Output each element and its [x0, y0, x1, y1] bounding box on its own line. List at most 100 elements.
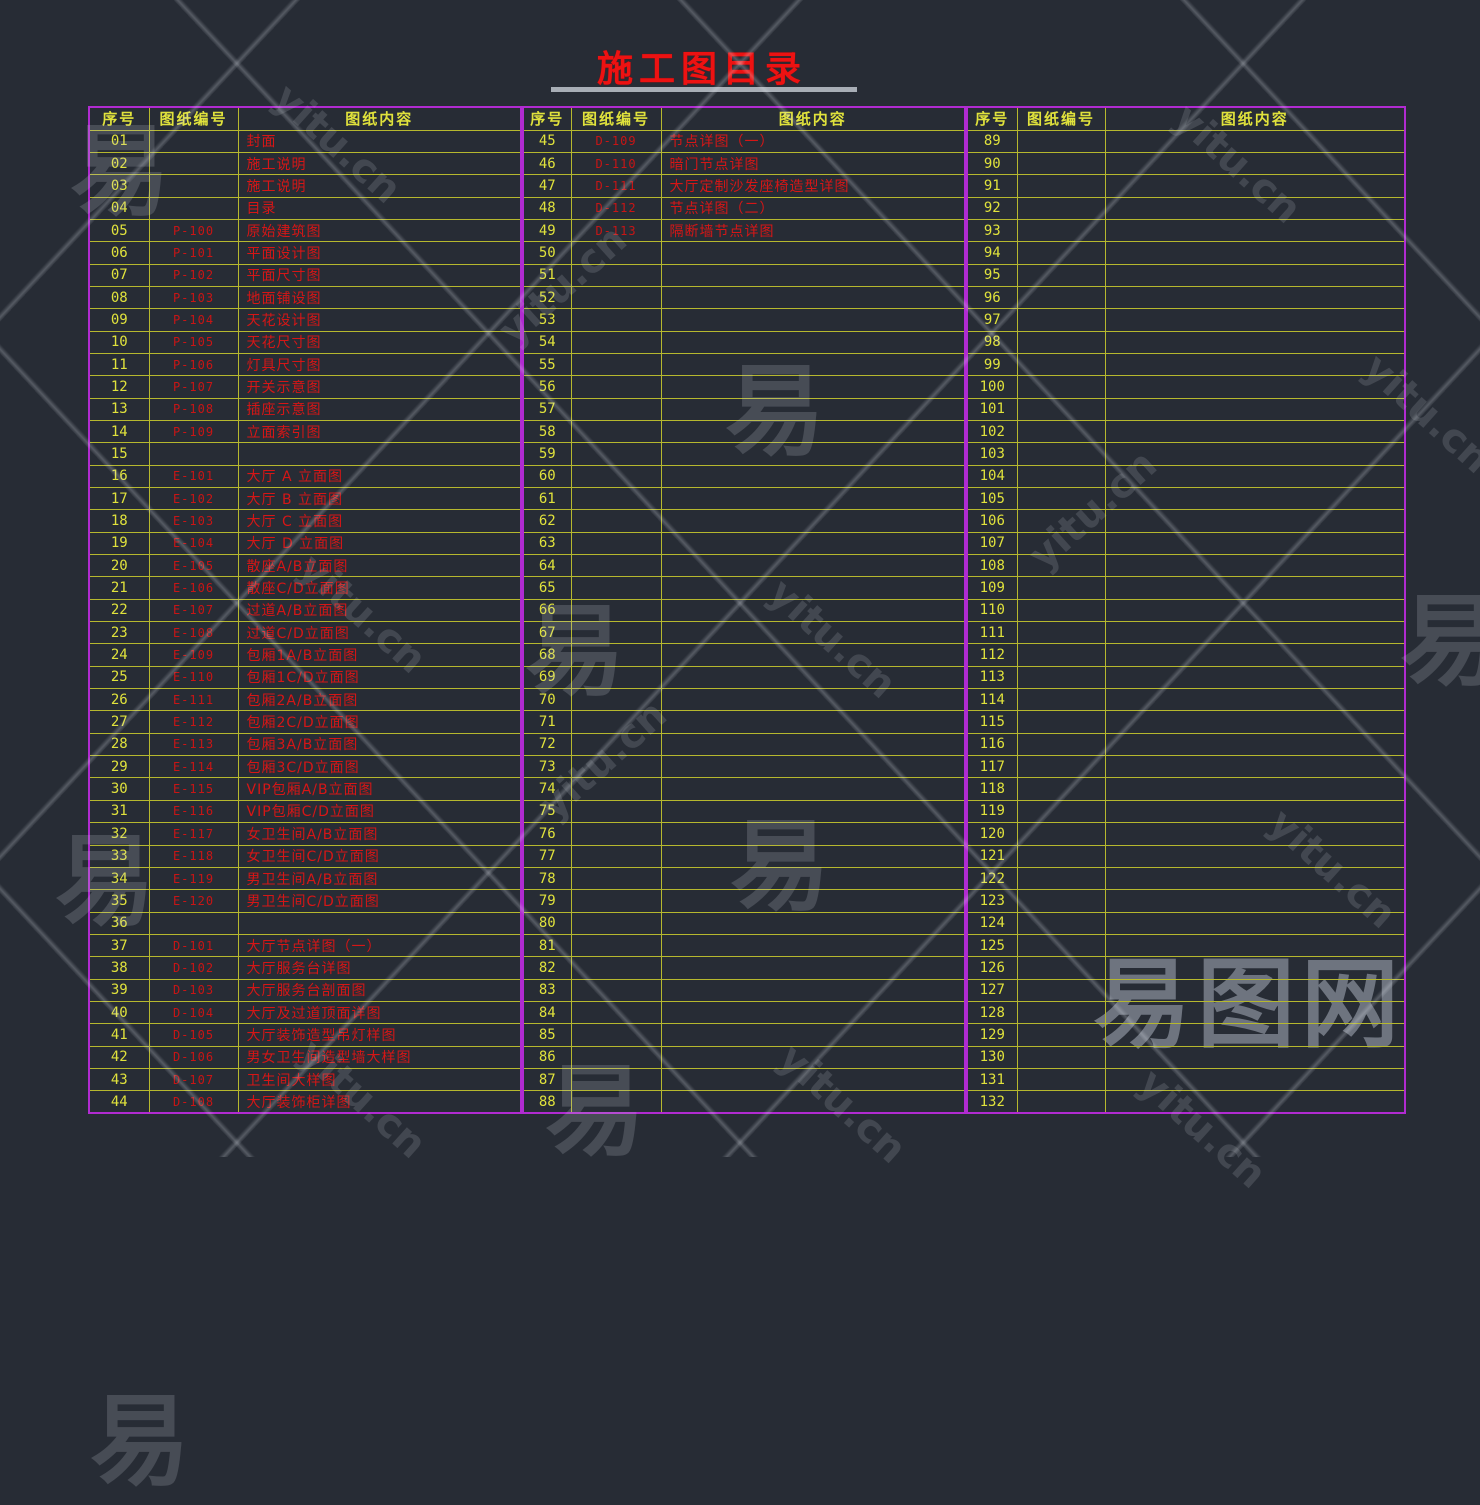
table-row: 39 D-103 大厅服务台剖面图 — [88, 978, 522, 1002]
code-cell — [570, 866, 662, 891]
table-row: 60 — [522, 464, 966, 489]
code-cell — [570, 554, 662, 578]
table-row: 50 — [522, 241, 966, 265]
table-row: 105 — [966, 486, 1406, 511]
serial-cell: 46 — [522, 151, 572, 176]
code-cell: D-110 — [570, 151, 662, 176]
serial-cell: 02 — [88, 151, 150, 176]
content-cell — [1104, 263, 1406, 287]
content-cell — [660, 1045, 966, 1069]
table-row: 116 — [966, 732, 1406, 757]
serial-cell: 38 — [88, 956, 150, 980]
code-cell: P-103 — [148, 285, 239, 310]
table-row: 119 — [966, 799, 1406, 824]
table-row: 79 — [522, 889, 966, 913]
content-cell — [1104, 218, 1406, 243]
serial-cell: 12 — [88, 375, 150, 399]
code-cell — [1016, 755, 1106, 779]
table-row: 11 P-106 灯具尺寸图 — [88, 352, 522, 377]
content-cell — [1104, 554, 1406, 578]
table-row: 123 — [966, 889, 1406, 913]
column-header: 图纸内容 — [1104, 106, 1406, 131]
content-cell — [660, 1067, 966, 1092]
table-row: 42 D-106 男女卫生间造型墙大样图 — [88, 1045, 522, 1069]
content-cell: 卫生间大样图 — [237, 1067, 522, 1092]
code-cell — [570, 509, 662, 533]
table-row: 22 E-107 过道A/B立面图 — [88, 598, 522, 623]
serial-cell: 08 — [88, 285, 150, 310]
serial-cell: 11 — [88, 352, 150, 377]
content-cell — [660, 285, 966, 310]
content-cell — [1104, 978, 1406, 1002]
content-cell — [1104, 330, 1406, 354]
table-row: 88 — [522, 1090, 966, 1114]
serial-cell: 45 — [522, 129, 572, 153]
code-cell: P-109 — [148, 419, 239, 444]
code-cell: D-111 — [570, 174, 662, 198]
table-row: 12 P-107 开关示意图 — [88, 375, 522, 399]
serial-cell: 125 — [966, 933, 1018, 958]
content-cell — [660, 263, 966, 287]
serial-cell: 77 — [522, 844, 572, 868]
table-row: 65 — [522, 576, 966, 600]
table-row: 29 E-114 包厢3C/D立面图 — [88, 755, 522, 779]
table-row: 48 D-112 节点详图（二） — [522, 196, 966, 220]
content-cell — [660, 308, 966, 332]
code-cell — [570, 263, 662, 287]
table-row: 94 — [966, 241, 1406, 265]
code-cell: P-106 — [148, 352, 239, 377]
content-cell: 包厢1A/B立面图 — [237, 643, 522, 667]
code-cell — [1016, 308, 1106, 332]
serial-cell: 10 — [88, 330, 150, 354]
table-row: 32 E-117 女卫生间A/B立面图 — [88, 822, 522, 846]
content-cell — [660, 531, 966, 556]
code-cell — [570, 755, 662, 779]
serial-cell: 110 — [966, 598, 1018, 623]
serial-cell: 14 — [88, 419, 150, 444]
table-row: 61 — [522, 486, 966, 511]
code-cell — [570, 419, 662, 444]
serial-cell: 09 — [88, 308, 150, 332]
content-cell: 大厅 B 立面图 — [237, 486, 522, 511]
code-cell — [570, 621, 662, 645]
content-cell — [1104, 933, 1406, 958]
serial-cell: 56 — [522, 375, 572, 399]
code-cell — [148, 442, 239, 466]
serial-cell: 57 — [522, 397, 572, 421]
code-cell — [1016, 174, 1106, 198]
code-cell: E-117 — [148, 822, 239, 846]
table-row: 59 — [522, 442, 966, 466]
table-row: 43 D-107 卫生间大样图 — [88, 1067, 522, 1092]
content-cell: 封面 — [237, 129, 522, 153]
code-cell — [570, 777, 662, 801]
code-cell — [1016, 531, 1106, 556]
serial-cell: 119 — [966, 799, 1018, 824]
content-cell: 散座C/D立面图 — [237, 576, 522, 600]
code-cell — [1016, 442, 1106, 466]
serial-cell: 91 — [966, 174, 1018, 198]
code-cell: E-112 — [148, 710, 239, 734]
content-cell: 隔断墙节点详图 — [660, 218, 966, 243]
content-cell — [1104, 442, 1406, 466]
content-cell — [1104, 1000, 1406, 1025]
code-cell — [570, 531, 662, 556]
serial-cell: 117 — [966, 755, 1018, 779]
code-cell — [1016, 844, 1106, 868]
table-row: 31 E-116 VIP包厢C/D立面图 — [88, 799, 522, 824]
content-cell: 女卫生间C/D立面图 — [237, 844, 522, 868]
serial-cell: 131 — [966, 1067, 1018, 1092]
content-cell — [1104, 866, 1406, 891]
serial-cell: 100 — [966, 375, 1018, 399]
code-cell — [1016, 129, 1106, 153]
content-cell: 包厢2A/B立面图 — [237, 688, 522, 712]
table-row: 57 — [522, 397, 966, 421]
code-cell — [1016, 621, 1106, 645]
table-row: 45 D-109 节点详图（一） — [522, 129, 966, 153]
code-cell — [1016, 330, 1106, 354]
serial-cell: 65 — [522, 576, 572, 600]
table-row: 74 — [522, 777, 966, 801]
code-cell — [570, 598, 662, 623]
table-row: 95 — [966, 263, 1406, 287]
content-cell: 女卫生间A/B立面图 — [237, 822, 522, 846]
serial-cell: 114 — [966, 688, 1018, 712]
